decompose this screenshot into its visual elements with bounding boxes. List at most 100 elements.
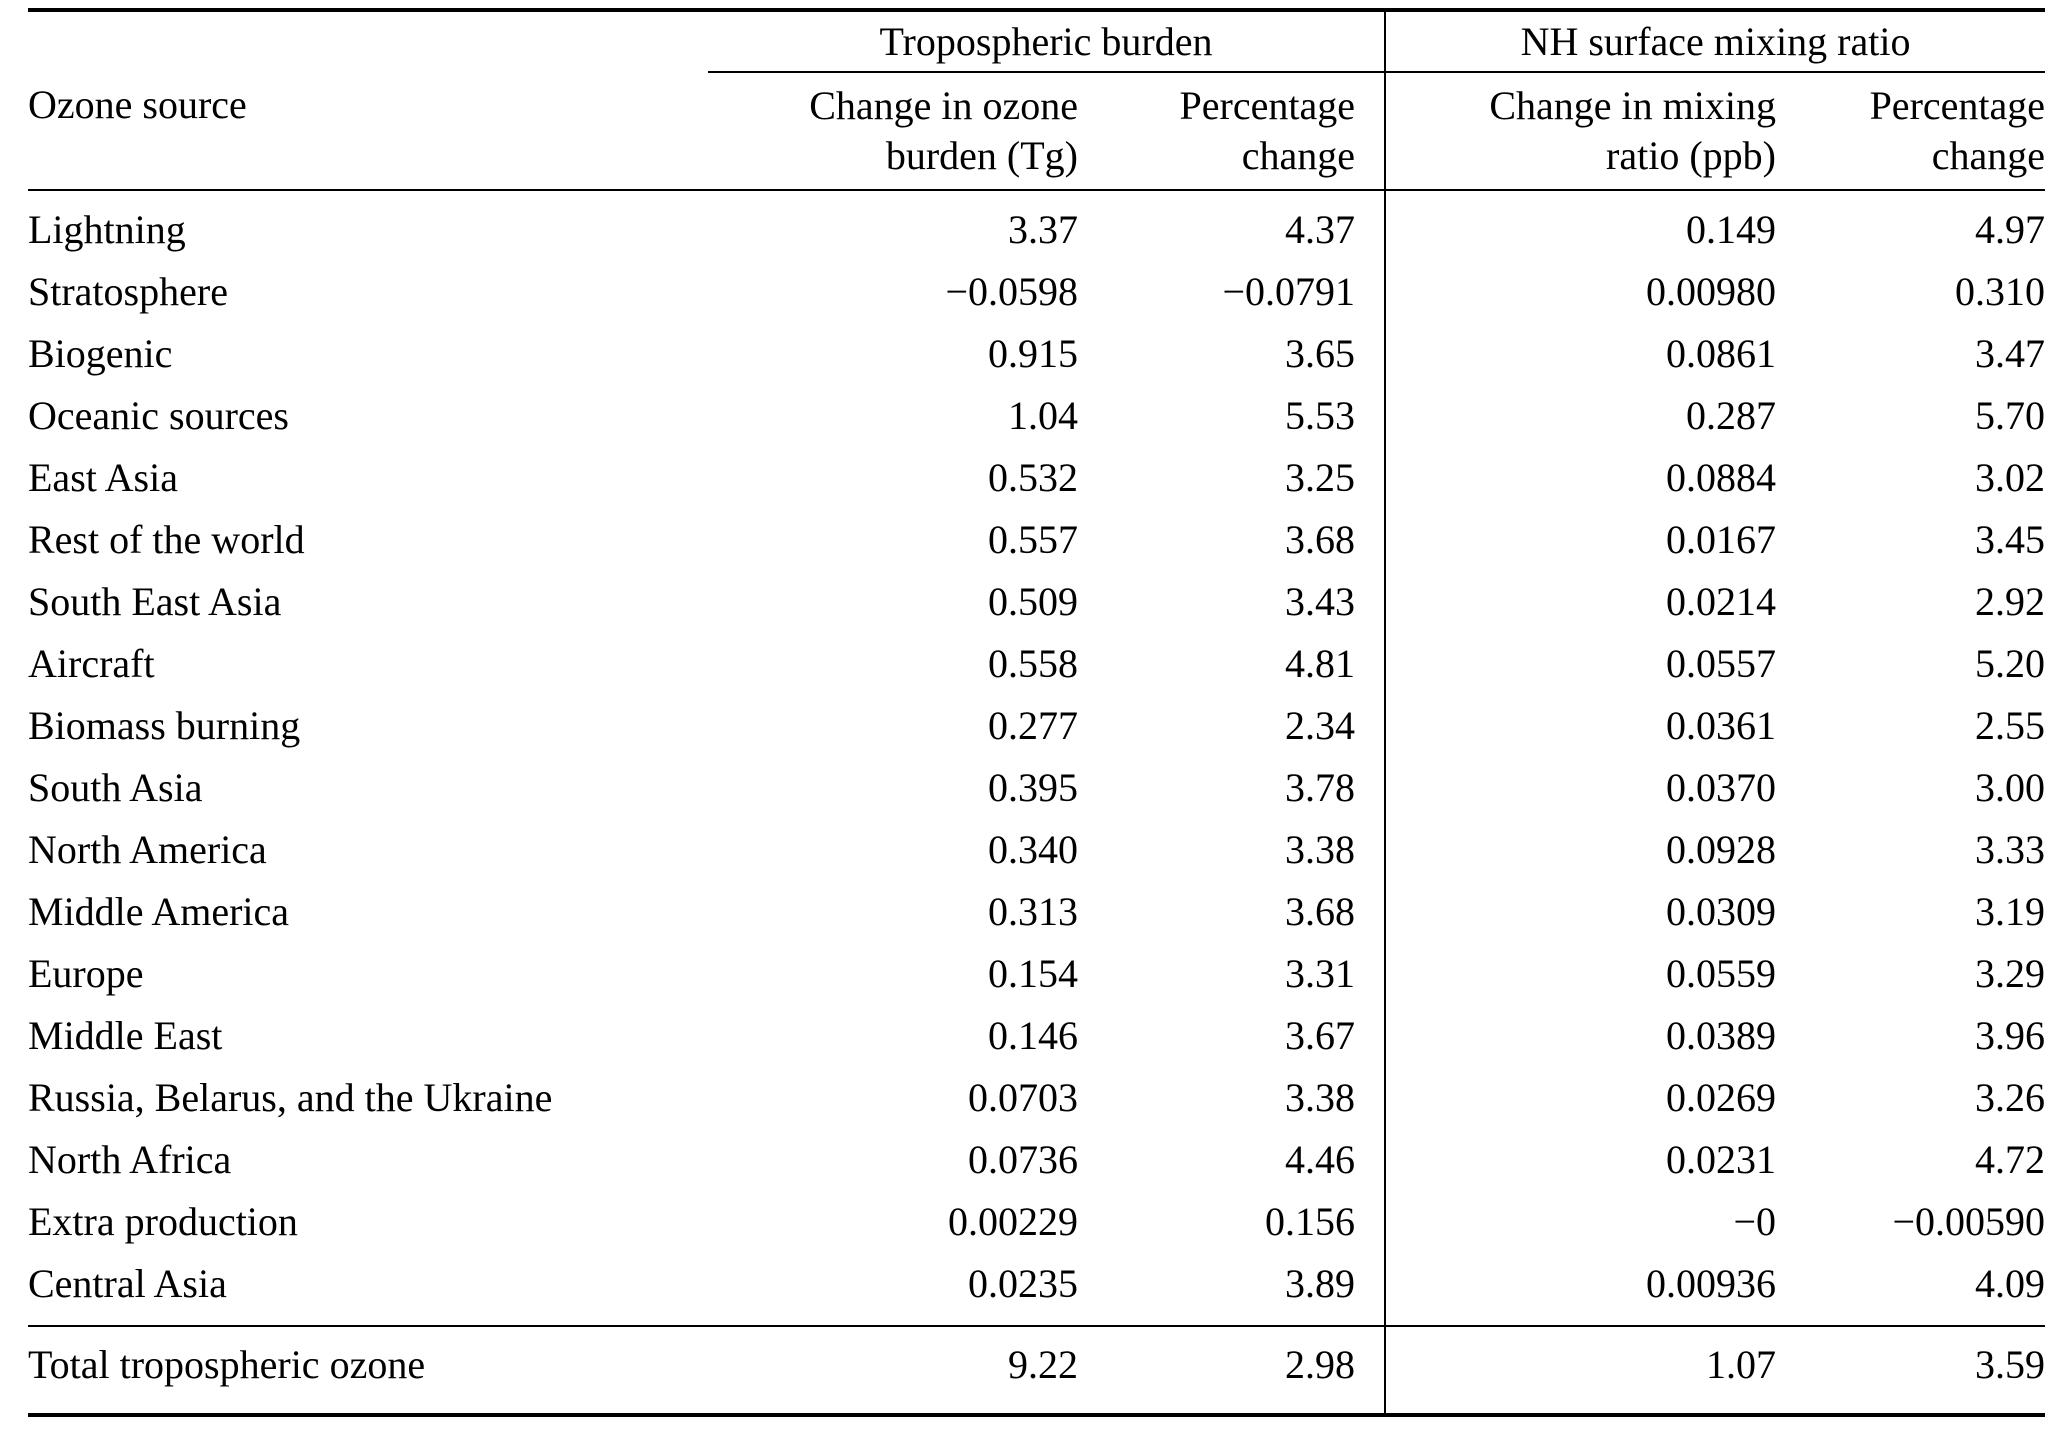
- cell-mixing-ppb: 0.0861: [1384, 323, 1776, 385]
- cell-mixing-pct: 4.09: [1975, 1261, 2046, 1306]
- cell-source: Middle East: [28, 1013, 223, 1058]
- cell-mixing-pct: 3.29: [1975, 951, 2046, 996]
- group-tropospheric-burden: Tropospheric burden: [708, 10, 1385, 73]
- cell-mixing-ppb: −0: [1384, 1191, 1776, 1253]
- cell-burden-tg: 0.340: [988, 827, 1078, 872]
- cell-mixing-ppb: 0.0370: [1384, 757, 1776, 819]
- cell-mixing-pct: 2.55: [1975, 703, 2046, 748]
- cell-mixing-pct: 0.310: [1955, 269, 2046, 314]
- cell-burden-tg: 0.557: [988, 517, 1078, 562]
- cell-mixing-ppb: 0.0309: [1384, 881, 1776, 943]
- table-row: Middle East 0.146 3.67 0.0389 3.96: [28, 1005, 2045, 1067]
- cell-mixing-ppb: 0.0559: [1384, 943, 1776, 1005]
- table-row: Central Asia 0.0235 3.89 0.00936 4.09: [28, 1253, 2045, 1326]
- cell-source: Central Asia: [28, 1261, 227, 1306]
- cell-mixing-ppb: 0.0928: [1384, 819, 1776, 881]
- cell-burden-pct: 3.38: [1285, 1075, 1355, 1120]
- cell-burden-tg: 1.04: [1008, 393, 1078, 438]
- cell-burden-pct: 4.37: [1285, 207, 1355, 252]
- total-mixing-ppb: 1.07: [1384, 1325, 1776, 1415]
- cell-burden-pct: 5.53: [1285, 393, 1355, 438]
- cell-burden-pct: 3.25: [1285, 455, 1355, 500]
- col-header-ozone-source: Ozone source: [28, 72, 708, 191]
- cell-source: North America: [28, 827, 267, 872]
- col-header-mixing-pct: Percentage change: [1776, 72, 2046, 191]
- col-header-line: Percentage: [1179, 83, 1355, 128]
- cell-burden-tg: 0.915: [988, 331, 1078, 376]
- cell-burden-tg: 0.154: [988, 951, 1078, 996]
- table-row: Middle America 0.313 3.68 0.0309 3.19: [28, 881, 2045, 943]
- cell-mixing-ppb: 0.0231: [1384, 1129, 1776, 1191]
- col-header-line: Percentage: [1869, 83, 2046, 128]
- table-row: Rest of the world 0.557 3.68 0.0167 3.45: [28, 509, 2045, 571]
- col-header-line: Change in ozone: [809, 83, 1078, 128]
- cell-mixing-pct: 5.20: [1975, 641, 2046, 686]
- cell-source: East Asia: [28, 455, 178, 500]
- cell-mixing-ppb: 0.0167: [1384, 509, 1776, 571]
- cell-burden-pct: 3.89: [1285, 1261, 1355, 1306]
- cell-mixing-pct: 3.33: [1975, 827, 2046, 872]
- table-row: North Africa 0.0736 4.46 0.0231 4.72: [28, 1129, 2045, 1191]
- group-header-row: Tropospheric burden NH surface mixing ra…: [28, 10, 2046, 73]
- cell-burden-pct: 3.68: [1285, 517, 1355, 562]
- cell-source: Middle America: [28, 889, 290, 934]
- cell-burden-tg: 0.313: [988, 889, 1078, 934]
- cell-burden-pct: 3.31: [1285, 951, 1355, 996]
- cell-burden-pct: 3.67: [1285, 1013, 1355, 1058]
- cell-mixing-ppb: 0.0389: [1384, 1005, 1776, 1067]
- cell-burden-pct: 4.81: [1285, 641, 1355, 686]
- table-row: Aircraft 0.558 4.81 0.0557 5.20: [28, 633, 2045, 695]
- cell-burden-pct: 0.156: [1265, 1199, 1355, 1244]
- cell-mixing-ppb: 0.287: [1384, 385, 1776, 447]
- cell-source: Lightning: [28, 207, 186, 252]
- cell-burden-pct: 3.68: [1285, 889, 1355, 934]
- cell-mixing-ppb: 0.0361: [1384, 695, 1776, 757]
- cell-burden-pct: 3.78: [1285, 765, 1355, 810]
- cell-mixing-ppb: 0.149: [1384, 190, 1776, 261]
- cell-burden-pct: 3.38: [1285, 827, 1355, 872]
- col-header-mixing-change: Change in mixing ratio (ppb): [1384, 72, 1776, 191]
- cell-burden-pct: −0.0791: [1222, 269, 1355, 314]
- cell-burden-tg: −0.0598: [945, 269, 1078, 314]
- cell-source: Europe: [28, 951, 144, 996]
- total-burden-tg: 9.22: [708, 1325, 1078, 1415]
- col-header-line: change: [1931, 133, 2046, 178]
- cell-mixing-pct: 3.45: [1975, 517, 2046, 562]
- col-header-line: change: [1241, 133, 1355, 178]
- col-header-burden-change: Change in ozone burden (Tg): [708, 72, 1078, 191]
- cell-burden-pct: 3.65: [1285, 331, 1355, 376]
- cell-burden-tg: 3.37: [1008, 207, 1078, 252]
- table-row: South East Asia 0.509 3.43 0.0214 2.92: [28, 571, 2045, 633]
- table-row: Stratosphere −0.0598 −0.0791 0.00980 0.3…: [28, 261, 2045, 323]
- cell-burden-tg: 0.0736: [968, 1137, 1078, 1182]
- cell-source: South East Asia: [28, 579, 282, 624]
- cell-mixing-pct: 3.19: [1975, 889, 2046, 934]
- cell-mixing-ppb: 0.0884: [1384, 447, 1776, 509]
- cell-mixing-pct: 2.92: [1975, 579, 2046, 624]
- total-label: Total tropospheric ozone: [28, 1325, 708, 1415]
- total-burden-pct: 2.98: [1078, 1325, 1385, 1415]
- cell-source: Aircraft: [28, 641, 155, 686]
- cell-mixing-pct: −0.00590: [1892, 1199, 2046, 1244]
- table-row: Lightning 3.37 4.37 0.149 4.97: [28, 190, 2045, 261]
- table-row: Russia, Belarus, and the Ukraine 0.0703 …: [28, 1067, 2045, 1129]
- cell-burden-tg: 0.395: [988, 765, 1078, 810]
- group-nh-surface-mixing-ratio: NH surface mixing ratio: [1383, 10, 2046, 73]
- total-row: Total tropospheric ozone 9.22 2.98 1.07 …: [28, 1325, 2046, 1415]
- cell-mixing-ppb: 0.0214: [1384, 571, 1776, 633]
- cell-burden-tg: 0.532: [988, 455, 1078, 500]
- cell-burden-tg: 0.0703: [968, 1075, 1078, 1120]
- cell-source: Biogenic: [28, 331, 173, 376]
- table-row: North America 0.340 3.38 0.0928 3.33: [28, 819, 2045, 881]
- ozone-source-table: Tropospheric burden NH surface mixing ra…: [28, 8, 2046, 1417]
- cell-mixing-pct: 3.26: [1975, 1075, 2046, 1120]
- table-row: Biomass burning 0.277 2.34 0.0361 2.55: [28, 695, 2045, 757]
- cell-mixing-ppb: 0.00980: [1384, 261, 1776, 323]
- cell-source: Stratosphere: [28, 269, 228, 314]
- cell-mixing-pct: 3.00: [1975, 765, 2046, 810]
- table-row: South Asia 0.395 3.78 0.0370 3.00: [28, 757, 2045, 819]
- cell-source: South Asia: [28, 765, 203, 810]
- cell-mixing-pct: 4.72: [1975, 1137, 2046, 1182]
- cell-mixing-ppb: 0.0269: [1384, 1067, 1776, 1129]
- table-row: Biogenic 0.915 3.65 0.0861 3.47: [28, 323, 2045, 385]
